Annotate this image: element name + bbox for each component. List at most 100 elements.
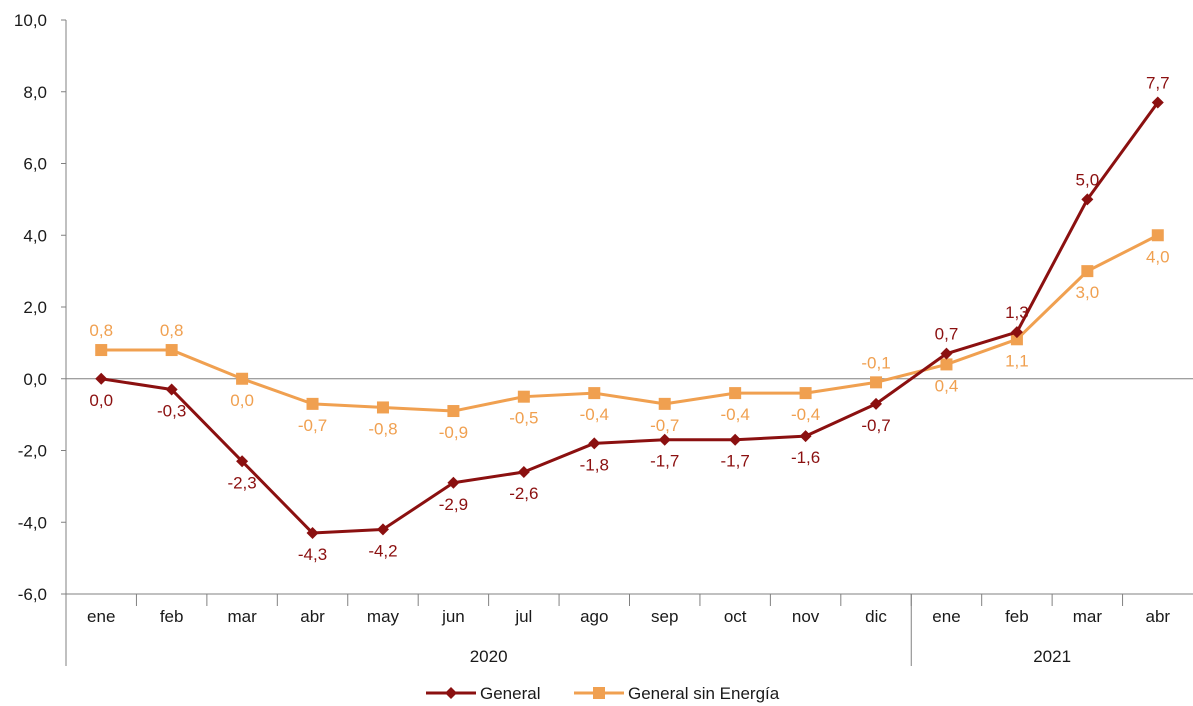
data-point-square [940, 358, 953, 371]
y-tick-label: 0,0 [23, 370, 47, 389]
data-point-square [1081, 265, 1094, 278]
x-tick-label: ago [580, 607, 608, 626]
data-label: -2,6 [509, 484, 538, 503]
data-label: -4,3 [298, 545, 327, 564]
y-tick-label: -6,0 [18, 585, 47, 604]
data-label: 7,7 [1146, 74, 1170, 93]
legend-label: General sin Energía [628, 684, 780, 703]
data-point-square [236, 372, 249, 385]
y-tick-label: 8,0 [23, 83, 47, 102]
data-point-square [588, 387, 601, 400]
data-point-square [165, 344, 178, 357]
data-point-square [658, 397, 671, 410]
x-tick-label: jul [514, 607, 532, 626]
data-point-diamond [1151, 96, 1164, 109]
data-label: 1,1 [1005, 351, 1029, 370]
x-tick-label: nov [792, 607, 820, 626]
data-label: -0,3 [157, 402, 186, 421]
data-label: 4,0 [1146, 247, 1170, 266]
x-tick-label: jun [441, 607, 465, 626]
data-label: -0,7 [861, 416, 890, 435]
data-point-diamond [447, 476, 460, 489]
data-label: -1,7 [650, 452, 679, 471]
series-general: 0,0 -0,3 -2,3 -4,3 -4,2 -2,9 -2,6 -1,8 -1,7 -1,7 -… [89, 74, 1169, 565]
data-point-square [1010, 333, 1023, 346]
data-point-square [447, 405, 460, 418]
chart-axes [61, 19, 1193, 666]
data-label: -2,3 [227, 473, 256, 492]
data-label: -0,1 [861, 353, 890, 372]
x-tick-label: dic [865, 607, 887, 626]
data-point-square [306, 397, 319, 410]
legend: General General sin Energía [426, 684, 780, 703]
data-point-diamond [658, 433, 671, 446]
data-point-diamond [236, 455, 249, 468]
x-tick-label: ene [87, 607, 115, 626]
data-label: -2,9 [439, 495, 468, 514]
x-tick-label: ene [932, 607, 960, 626]
x-tick-label: abr [300, 607, 325, 626]
y-tick-label: -4,0 [18, 513, 47, 532]
data-label: -0,4 [721, 405, 750, 424]
data-label: 0,4 [935, 376, 959, 395]
data-label: -1,7 [721, 452, 750, 471]
data-label: 0,8 [160, 321, 184, 340]
data-label: -0,9 [439, 423, 468, 442]
legend-marker-diamond [445, 687, 457, 699]
data-label: -0,4 [791, 405, 820, 424]
data-point-square [376, 401, 389, 414]
y-tick-label: 4,0 [23, 226, 47, 245]
legend-marker-square [593, 687, 605, 699]
x-tick-label: mar [1073, 607, 1103, 626]
data-label: -1,6 [791, 448, 820, 467]
legend-item-general-sin-energia: General sin Energía [574, 684, 780, 703]
series-layer: 0,8 0,8 0,0 -0,7 -0,8 -0,9 -0,5 -0,4 -0,7 -0,4 -0,… [89, 74, 1169, 565]
data-point-diamond [799, 430, 812, 443]
legend-item-general: General [426, 684, 540, 703]
data-label: -1,8 [580, 455, 609, 474]
x-tick-label: mar [227, 607, 257, 626]
data-point-square [799, 387, 812, 400]
data-point-diamond [729, 433, 742, 446]
data-label: -0,7 [298, 416, 327, 435]
x-axis-labels: ene feb mar abr may jun jul ago sep oct nov dic ene f… [87, 607, 1170, 666]
data-point-diamond [1010, 326, 1023, 339]
data-point-square [1151, 229, 1164, 242]
data-point-diamond [588, 437, 601, 450]
data-label: -0,8 [368, 419, 397, 438]
data-point-diamond [306, 527, 319, 540]
data-point-diamond [95, 372, 108, 385]
data-point-square [729, 387, 742, 400]
y-axis-labels: 10,0 8,0 6,0 4,0 2,0 0,0 -2,0 -4,0 -6,0 [14, 11, 47, 604]
series-general-sin-energia: 0,8 0,8 0,0 -0,7 -0,8 -0,9 -0,5 -0,4 -0,7 -0,4 -0,… [89, 229, 1170, 442]
x-tick-label: may [367, 607, 400, 626]
data-label: 0,8 [89, 321, 113, 340]
data-label: 0,0 [230, 391, 254, 410]
x-tick-label: feb [160, 607, 184, 626]
data-label: -0,4 [580, 405, 609, 424]
y-tick-label: 2,0 [23, 298, 47, 317]
series-line [101, 233, 1159, 413]
data-label: -4,2 [368, 541, 397, 560]
data-point-diamond [376, 523, 389, 536]
data-label: 1,3 [1005, 303, 1029, 322]
x-tick-label: abr [1145, 607, 1170, 626]
y-tick-label: 10,0 [14, 11, 47, 30]
data-label: 0,0 [89, 391, 113, 410]
x-tick-label: sep [651, 607, 678, 626]
data-label: 0,7 [935, 325, 959, 344]
data-point-square [870, 376, 883, 389]
data-label: 5,0 [1076, 170, 1100, 189]
data-point-diamond [870, 397, 883, 410]
data-point-diamond [1081, 193, 1094, 206]
y-tick-label: 6,0 [23, 155, 47, 174]
group-label: 2021 [1033, 647, 1071, 666]
data-label: -0,7 [650, 416, 679, 435]
x-tick-label: oct [724, 607, 747, 626]
data-point-square [517, 390, 530, 403]
data-point-diamond [940, 347, 953, 360]
series-line [100, 101, 1159, 535]
legend-label: General [480, 684, 540, 703]
data-label: 3,0 [1076, 283, 1100, 302]
